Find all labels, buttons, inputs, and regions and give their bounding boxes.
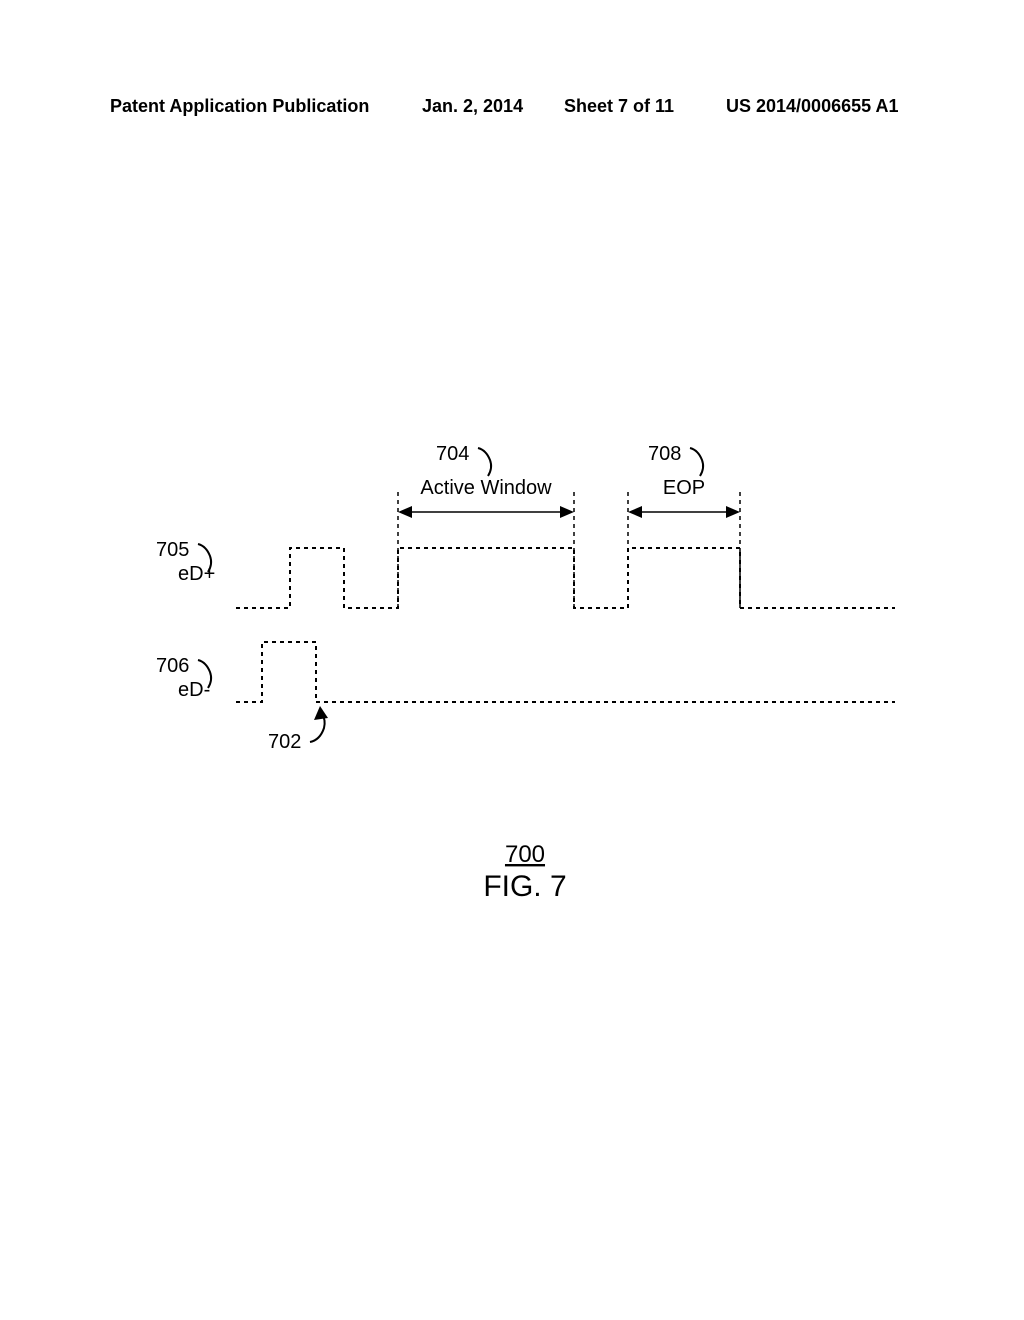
arrowhead-aw-left (398, 506, 412, 518)
ref-704: 704 (436, 443, 469, 465)
arrowhead-aw-right (560, 506, 574, 518)
waveform-ed-plus (236, 548, 895, 608)
label-eop: EOP (663, 477, 705, 499)
page: Patent Application Publication Jan. 2, 2… (0, 0, 1024, 1320)
waveform-ed-minus (236, 642, 895, 702)
ref-706: 706 (156, 655, 189, 677)
signal-name-edplus: eD+ (178, 563, 215, 585)
figure-svg: Active Window EOP 704 708 705 eD+ 706 eD… (0, 0, 1024, 1320)
arrowhead-eop-left (628, 506, 642, 518)
figure-number: 700 (505, 841, 545, 868)
ref-705: 705 (156, 539, 189, 561)
callout-704 (478, 448, 491, 476)
signal-name-edminus: eD- (178, 679, 210, 701)
callout-702-arrowhead (314, 706, 328, 720)
label-active-window: Active Window (420, 477, 552, 499)
figure-label: FIG. 7 (483, 870, 566, 903)
callout-708 (690, 448, 703, 476)
ref-702: 702 (268, 731, 301, 753)
ref-708: 708 (648, 443, 681, 465)
arrowhead-eop-right (726, 506, 740, 518)
